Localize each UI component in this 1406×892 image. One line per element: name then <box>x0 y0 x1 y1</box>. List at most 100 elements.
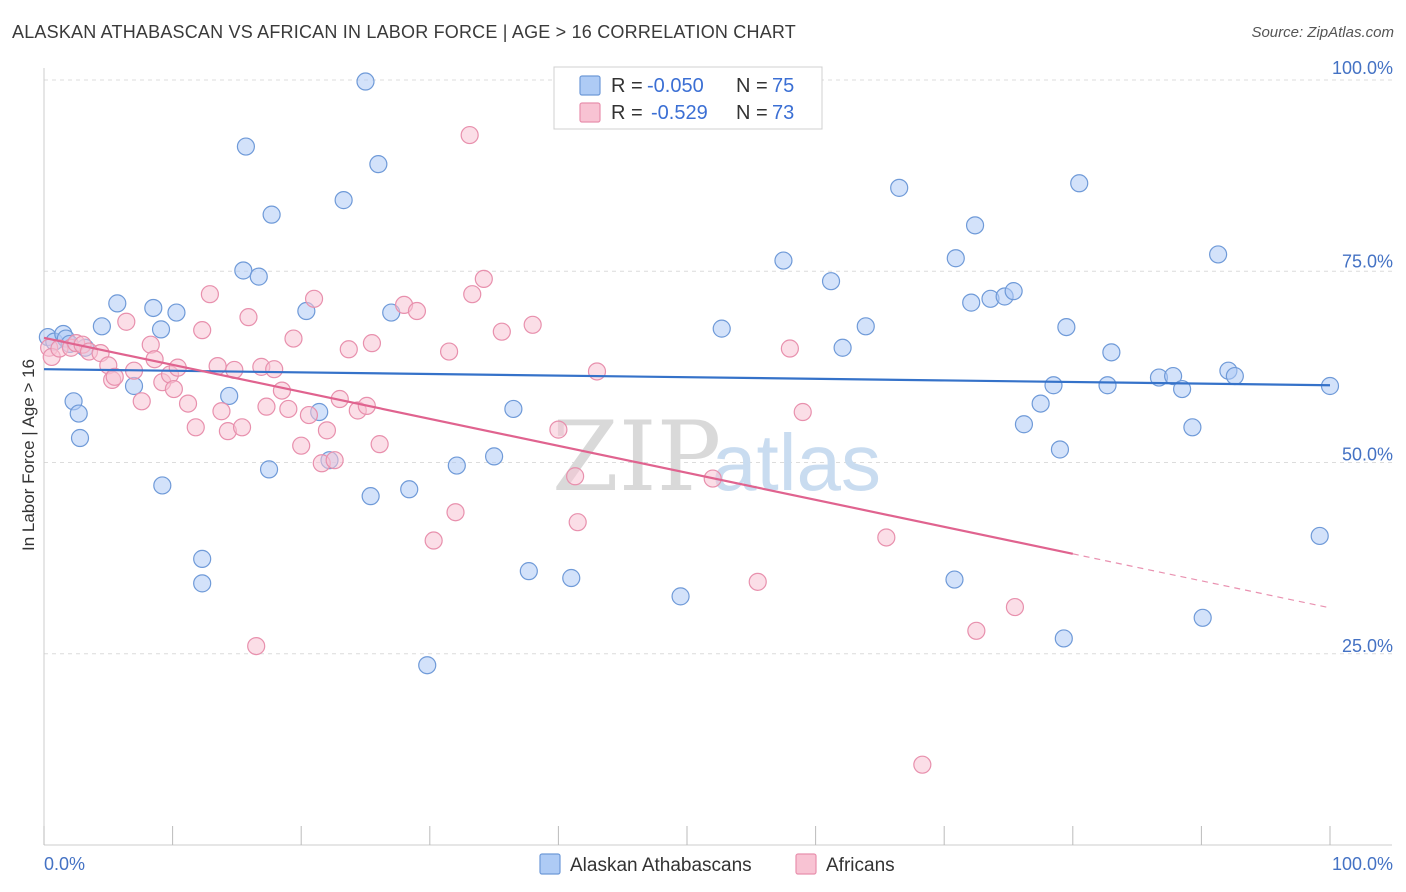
point-african-13 <box>132 392 151 411</box>
point-athabascan-58 <box>1057 317 1076 337</box>
point-african-42 <box>325 451 344 470</box>
point-african-23 <box>200 285 219 304</box>
point-athabascan-40 <box>712 319 731 338</box>
point-african-30 <box>247 636 266 656</box>
y-tick-labels: 25.0% 50.0% 75.0% 100.0% <box>1332 58 1393 656</box>
point-african-62 <box>587 362 607 381</box>
point-athabascan-69 <box>1225 366 1244 386</box>
point-athabascan-44 <box>856 317 875 336</box>
point-african-33 <box>265 360 284 379</box>
grid-lines <box>44 79 1392 655</box>
point-african-21 <box>186 418 205 437</box>
legend-r-value-0: -0.050 <box>647 75 704 97</box>
point-athabascan-49 <box>965 216 985 235</box>
point-african-59 <box>549 420 568 439</box>
point-athabascan-35 <box>485 447 504 466</box>
point-african-57 <box>492 322 511 341</box>
legend-swatch-athabascan <box>579 75 601 96</box>
point-athabascan-6 <box>69 404 88 423</box>
point-african-65 <box>780 339 799 358</box>
point-african-34 <box>272 381 292 400</box>
point-athabascan-15 <box>167 303 186 322</box>
point-athabascan-52 <box>1004 282 1023 301</box>
point-african-51 <box>424 531 443 550</box>
point-african-20 <box>178 394 198 413</box>
point-athabascan-67 <box>1209 245 1228 264</box>
bottom-legend-swatch-african <box>795 853 817 875</box>
y-tick-label-0: 25.0% <box>1342 636 1393 656</box>
legend-n-value-1: 73 <box>772 102 794 124</box>
point-athabascan-16 <box>193 549 212 568</box>
point-african-39 <box>304 289 324 308</box>
point-athabascan-11 <box>124 376 144 396</box>
trend-line-extension-african <box>1072 553 1331 609</box>
point-african-29 <box>239 308 258 327</box>
point-athabascan-57 <box>1054 629 1073 648</box>
point-athabascan-36 <box>504 399 523 419</box>
watermark-zip: ZIP <box>552 401 721 513</box>
point-african-55 <box>463 285 482 304</box>
chart-source: Source: ZipAtlas.com <box>1251 24 1394 41</box>
point-african-54 <box>460 125 479 145</box>
point-athabascan-60 <box>1098 376 1117 395</box>
bottom-legend-label-african: Africans <box>826 855 895 876</box>
point-athabascan-22 <box>259 460 279 479</box>
point-african-25 <box>212 402 231 421</box>
point-athabascan-23 <box>262 205 281 224</box>
point-athabascan-65 <box>1183 418 1202 437</box>
x-tick-labels: 0.0% 100.0% <box>44 854 1393 874</box>
chart-title: ALASKAN ATHABASCAN VS AFRICAN IN LABOR F… <box>12 22 796 42</box>
point-african-18 <box>164 379 183 399</box>
point-athabascan-20 <box>236 137 256 156</box>
point-african-35 <box>279 399 298 419</box>
axes <box>43 68 1392 846</box>
point-athabascan-14 <box>153 476 172 495</box>
legend-swatch-african <box>579 102 601 123</box>
point-athabascan-39 <box>671 587 690 606</box>
point-athabascan-17 <box>193 574 212 593</box>
point-athabascan-38 <box>562 568 581 588</box>
point-african-61 <box>568 513 587 532</box>
point-athabascan-53 <box>1014 415 1034 434</box>
legend-r-label-1: R = <box>611 102 643 124</box>
point-athabascan-32 <box>400 480 419 499</box>
point-african-10 <box>105 367 124 386</box>
point-african-53 <box>446 503 465 522</box>
y-axis-label: In Labor Force | Age > 16 <box>19 359 38 551</box>
point-athabascan-30 <box>369 155 388 174</box>
bottom-legend-label-athabascan: Alaskan Athabascans <box>570 855 752 876</box>
point-african-60 <box>566 467 585 486</box>
point-athabascan-70 <box>1310 526 1329 546</box>
point-athabascan-48 <box>962 293 981 312</box>
point-athabascan-18 <box>220 386 239 406</box>
watermark-atlas: atlas <box>712 418 881 507</box>
point-african-64 <box>748 572 767 591</box>
point-african-50 <box>407 301 427 321</box>
point-athabascan-46 <box>945 570 964 589</box>
point-african-36 <box>284 329 303 348</box>
legend-n-value-0: 75 <box>772 75 794 97</box>
trend-line-african <box>43 336 1074 555</box>
point-athabascan-19 <box>234 261 253 280</box>
point-athabascan-55 <box>1044 376 1063 395</box>
point-athabascan-56 <box>1050 440 1070 459</box>
point-african-68 <box>913 755 932 774</box>
y-tick-label-2: 75.0% <box>1342 251 1393 271</box>
point-african-70 <box>1005 597 1025 617</box>
bottom-legend: Alaskan Athabascans Africans <box>539 853 895 876</box>
point-athabascan-45 <box>890 178 909 197</box>
point-athabascan-34 <box>447 456 466 475</box>
point-african-28 <box>232 418 252 437</box>
point-athabascan-27 <box>334 191 353 210</box>
legend-n-label-0: N = <box>736 75 768 97</box>
legend-r-value-1: -0.529 <box>651 102 708 124</box>
point-african-38 <box>299 405 319 425</box>
bottom-legend-swatch-athabascan <box>539 853 561 875</box>
point-athabascan-10 <box>108 294 127 313</box>
point-african-69 <box>967 621 986 640</box>
point-athabascan-54 <box>1031 394 1050 413</box>
legend-box: R = -0.050 N = 75 R = -0.529 N = 73 <box>553 66 823 130</box>
point-athabascan-59 <box>1070 174 1089 193</box>
y-tick-label-3: 100.0% <box>1332 58 1393 78</box>
